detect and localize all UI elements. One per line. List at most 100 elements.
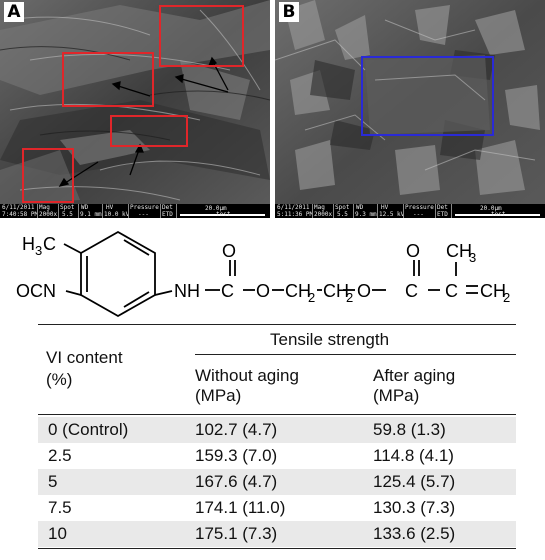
- bonds: [63, 243, 478, 296]
- cell-after-aging: 59.8 (1.3): [373, 420, 446, 439]
- table-row: 5 167.6 (4.7) 125.4 (5.7): [38, 469, 516, 495]
- column-header-after-aging-unit: (MPa): [373, 386, 420, 405]
- atom-label: CH: [446, 241, 472, 261]
- atom-label: O: [256, 281, 270, 301]
- sem-wd: 9.1 mm: [80, 211, 102, 218]
- cell-vi: 2.5: [48, 446, 72, 465]
- table-row: 0 (Control) 102.7 (4.7) 59.8 (1.3): [38, 417, 516, 443]
- sem-panel-b: B 6/11/2011 5:11:36 PM Mag 2000x Spot 5.…: [275, 0, 545, 218]
- highlight-region: [110, 115, 188, 147]
- scale-bar-label: 20.0µm: [205, 205, 227, 212]
- highlight-region: [361, 56, 494, 136]
- cell-vi: 7.5: [48, 498, 72, 517]
- column-header-without-aging-unit: (MPa): [195, 386, 242, 405]
- table-row: 10 175.1 (7.3) 133.6 (2.5): [38, 521, 516, 547]
- table-row: 7.5 174.1 (11.0) 130.3 (7.3): [38, 495, 516, 521]
- sem-micrograph-a: [0, 0, 270, 218]
- atom-label: CH: [285, 281, 311, 301]
- sem-spot: 5.5: [337, 211, 348, 218]
- panel-label-a: A: [4, 2, 24, 22]
- atom-label: C: [405, 281, 418, 301]
- sem-info-bar: 6/11/2011 5:11:36 PM Mag 2000x Spot 5.5 …: [275, 204, 545, 218]
- cell-after-aging: 130.3 (7.3): [373, 498, 456, 517]
- sem-micrograph-b: [275, 0, 545, 218]
- atom-label: O: [222, 241, 236, 261]
- sem-hv: 10.0 kV: [104, 211, 130, 218]
- group-header: Tensile strength: [270, 330, 390, 349]
- sem-spot-header: Spot: [335, 204, 350, 211]
- scale-bar: [180, 214, 265, 216]
- cell-without-aging: 175.1 (7.3): [195, 524, 278, 543]
- atom-label: NH: [174, 281, 200, 301]
- cell-after-aging: 125.4 (5.7): [373, 472, 456, 491]
- highlight-region: [22, 148, 74, 203]
- cell-without-aging: 102.7 (4.7): [195, 420, 278, 439]
- sem-label: test: [216, 211, 231, 218]
- sem-det-header: Det: [437, 204, 448, 211]
- sem-date: 6/11/2011: [277, 204, 310, 211]
- sem-mag-header: Mag: [314, 204, 325, 211]
- benzene-ring: [80, 230, 156, 318]
- atom-label: C: [43, 234, 56, 254]
- cell-without-aging: 167.6 (4.7): [195, 472, 278, 491]
- sem-det: ETD: [437, 211, 448, 218]
- atom-label-sub: 2: [308, 290, 315, 305]
- sem-mag: 2000x: [39, 211, 58, 218]
- atom-label: O: [406, 241, 420, 261]
- scale-bar-label: 20.0µm: [480, 205, 502, 212]
- column-header-vi-unit: (%): [46, 370, 73, 389]
- cell-without-aging: 159.3 (7.0): [195, 446, 278, 465]
- sem-panel-a: A 6/11/2011 7:40:58 PM Mag 2000x Spot 5.…: [0, 0, 270, 218]
- sem-mag: 2000x: [314, 211, 333, 218]
- cell-vi: 0 (Control): [48, 420, 129, 439]
- column-header-without-aging: Without aging: [195, 366, 299, 385]
- chemical-structure: H 3 C OCN NH C O O CH 2 CH 2 O C O C CH …: [16, 230, 510, 318]
- atom-label-sub: 2: [503, 290, 510, 305]
- atom-label: H: [22, 234, 35, 254]
- sem-pressure-header: Pressure: [130, 204, 159, 211]
- cell-vi: 5: [48, 472, 58, 491]
- atom-label-sub: 3: [35, 243, 42, 258]
- atom-label: O: [357, 281, 371, 301]
- cell-vi: 10: [48, 524, 67, 543]
- table-header-rule: [38, 414, 516, 415]
- sem-pressure: ---: [138, 211, 149, 218]
- table-top-rule: [38, 324, 516, 325]
- atom-label: OCN: [16, 281, 56, 301]
- atom-label: CH: [480, 281, 506, 301]
- sem-det: ETD: [162, 211, 173, 218]
- column-header-after-aging: After aging: [373, 366, 456, 385]
- sem-spot: 5.5: [62, 211, 73, 218]
- atom-label-sub: 3: [469, 250, 476, 265]
- sem-hv-header: HV: [106, 204, 114, 211]
- group-header-rule: [195, 354, 516, 355]
- highlight-region: [159, 5, 244, 67]
- sem-label: test: [491, 211, 506, 218]
- sem-pressure-header: Pressure: [405, 204, 434, 211]
- sem-info-bar: 6/11/2011 7:40:58 PM Mag 2000x Spot 5.5 …: [0, 204, 270, 218]
- sem-wd-header: WD: [81, 204, 89, 211]
- sem-wd: 9.3 mm: [355, 211, 377, 218]
- sem-hv-header: HV: [381, 204, 389, 211]
- sem-spot-header: Spot: [60, 204, 75, 211]
- sem-hv: 12.5 kV: [379, 211, 405, 218]
- highlight-region: [62, 52, 154, 107]
- table-bottom-rule: [38, 548, 516, 549]
- sem-mag-header: Mag: [39, 204, 50, 211]
- panel-label-b: B: [279, 2, 299, 22]
- scale-bar: [455, 214, 540, 216]
- sem-date: 6/11/2011: [2, 204, 35, 211]
- cell-after-aging: 114.8 (4.1): [373, 446, 454, 465]
- atom-label-sub: 2: [346, 290, 353, 305]
- sem-time: 5:11:36 PM: [277, 211, 314, 218]
- cell-after-aging: 133.6 (2.5): [373, 524, 456, 543]
- cell-without-aging: 174.1 (11.0): [195, 498, 286, 517]
- sem-time: 7:40:58 PM: [2, 211, 39, 218]
- column-header-vi: VI content: [46, 348, 123, 367]
- sem-pressure: ---: [413, 211, 424, 218]
- sem-wd-header: WD: [356, 204, 364, 211]
- atom-label: C: [221, 281, 234, 301]
- atom-label: CH: [323, 281, 349, 301]
- sem-det-header: Det: [162, 204, 173, 211]
- table-row: 2.5 159.3 (7.0) 114.8 (4.1): [38, 443, 516, 469]
